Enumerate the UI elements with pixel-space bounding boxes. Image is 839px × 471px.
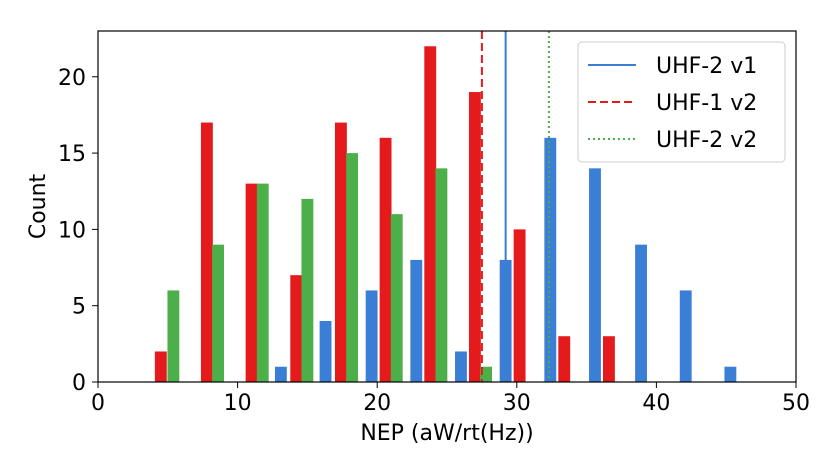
threshold-lines-group <box>480 31 550 382</box>
bar-series-2-5 <box>390 214 403 382</box>
x-tick-label-1: 10 <box>224 391 252 416</box>
x-tick-label-0: 0 <box>91 391 105 416</box>
bar-series-0-2 <box>365 290 378 382</box>
y-tick-label-4: 20 <box>58 66 86 91</box>
bars-group <box>154 46 737 383</box>
y-axis-label: Count <box>26 173 51 239</box>
bar-series-1-5 <box>379 137 392 382</box>
legend-box <box>577 41 786 163</box>
bar-series-1-0 <box>154 351 167 382</box>
bar-series-2-2 <box>256 183 269 382</box>
x-tick-label-4: 40 <box>642 391 670 416</box>
plot-frame <box>97 30 797 383</box>
bar-series-1-6 <box>424 46 437 383</box>
bar-series-1-10 <box>603 336 615 382</box>
bar-series-2-3 <box>301 198 314 382</box>
legend-label-0: UHF-2 v1 <box>656 54 757 79</box>
bar-series-2-0 <box>167 290 180 382</box>
legend: UHF-2 v1 UHF-1 v2 UHF-2 v2 <box>577 41 786 163</box>
bar-series-1-2 <box>245 183 258 382</box>
bar-series-1-7 <box>468 92 481 382</box>
bar-series-0-1 <box>319 320 332 382</box>
bar-series-1-1 <box>200 122 213 382</box>
bar-series-1-3 <box>290 275 303 382</box>
bar-series-0-3 <box>410 259 423 382</box>
legend-label-1: UHF-1 v2 <box>656 91 757 116</box>
bar-series-0-7 <box>589 168 601 382</box>
y-axis-ticks: 0 5 10 15 20 <box>58 66 98 396</box>
x-tick-label-3: 30 <box>503 391 531 416</box>
bar-series-2-4 <box>346 153 359 382</box>
bar-series-0-9 <box>679 290 692 382</box>
bar-series-2-7 <box>480 366 493 382</box>
y-tick-label-2: 10 <box>58 218 86 243</box>
bar-series-0-6 <box>544 137 557 382</box>
x-axis-ticks: 0 10 20 30 40 50 <box>91 382 810 416</box>
bar-series-1-8 <box>513 229 526 382</box>
x-tick-label-2: 20 <box>363 391 391 416</box>
y-tick-label-1: 5 <box>72 295 86 320</box>
bar-series-1-4 <box>334 122 347 382</box>
legend-label-2: UHF-2 v2 <box>656 128 757 153</box>
bar-series-0-4 <box>455 351 467 382</box>
bar-series-0-8 <box>635 244 647 382</box>
bar-series-2-6 <box>435 168 448 382</box>
bar-series-0-0 <box>274 366 287 382</box>
x-axis-label: NEP (aW/rt(Hz)) <box>360 421 533 446</box>
x-tick-label-5: 50 <box>782 391 810 416</box>
bar-series-1-9 <box>558 336 571 382</box>
bar-series-0-10 <box>724 366 737 382</box>
y-tick-label-3: 15 <box>58 142 86 167</box>
y-tick-label-0: 0 <box>72 371 86 396</box>
bar-series-2-1 <box>212 244 224 382</box>
